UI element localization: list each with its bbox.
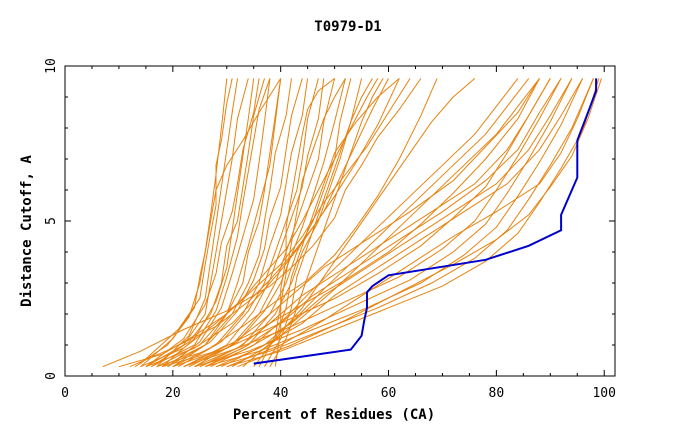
model-line-8 <box>145 78 260 368</box>
x-tick-label: 0 <box>61 386 69 401</box>
model-line-35 <box>215 78 584 368</box>
model-line-21 <box>140 78 379 368</box>
model-line-23 <box>156 78 438 368</box>
x-tick-label: 100 <box>592 386 615 401</box>
x-tick-label: 80 <box>489 386 505 401</box>
chart-title: T0979-D1 <box>314 19 381 35</box>
model-line-10 <box>151 78 271 368</box>
model-line-48 <box>167 78 271 368</box>
model-line-29 <box>215 78 594 368</box>
model-line-19 <box>199 78 352 368</box>
model-line-30 <box>226 78 600 368</box>
model-line-49 <box>161 78 255 368</box>
model-line-46 <box>274 78 335 367</box>
model-line-26 <box>183 78 562 368</box>
model-line-45 <box>269 78 384 367</box>
model-line-7 <box>145 78 249 368</box>
model-line-36 <box>226 78 594 368</box>
model-line-38 <box>210 78 519 368</box>
model-line-40 <box>231 78 540 368</box>
model-line-1 <box>102 78 422 368</box>
y-axis-label: Distance Cutoff, A <box>19 155 35 307</box>
model-line-18 <box>194 78 346 368</box>
model-line-14 <box>172 78 309 368</box>
model-line-50 <box>156 78 238 368</box>
model-line-24 <box>161 78 540 368</box>
model-line-25 <box>172 78 551 368</box>
model-lines <box>102 78 602 368</box>
model-line-27 <box>194 78 573 368</box>
model-line-33 <box>199 78 562 368</box>
x-axis-label: Percent of Residues (CA) <box>233 407 435 423</box>
model-line-5 <box>140 78 228 368</box>
model-line-6 <box>140 78 233 364</box>
y-tick-label: 0 <box>44 372 59 380</box>
model-line-2 <box>118 78 411 368</box>
model-line-44 <box>264 78 373 367</box>
y-tick-label: 10 <box>44 58 59 74</box>
highlight-line-group <box>253 78 598 365</box>
model-line-17 <box>188 78 336 368</box>
model-line-42 <box>253 78 400 368</box>
model-line-43 <box>258 78 346 367</box>
highlight-line <box>253 78 598 365</box>
model-line-32 <box>194 78 551 368</box>
model-line-12 <box>161 78 292 368</box>
model-line-15 <box>177 78 319 368</box>
model-line-31 <box>183 78 540 368</box>
x-tick-label: 60 <box>381 386 397 401</box>
model-line-34 <box>205 78 573 368</box>
model-line-47 <box>172 78 282 368</box>
x-tick-label: 40 <box>273 386 289 401</box>
y-tick-label: 5 <box>44 217 59 225</box>
model-line-13 <box>167 78 303 368</box>
x-tick-label: 20 <box>165 386 181 401</box>
axis-ticks: 0 20 40 60 80 100 0 5 10 <box>44 58 616 401</box>
model-line-22 <box>145 78 389 368</box>
plot-frame <box>64 65 616 377</box>
model-line-11 <box>156 78 282 368</box>
